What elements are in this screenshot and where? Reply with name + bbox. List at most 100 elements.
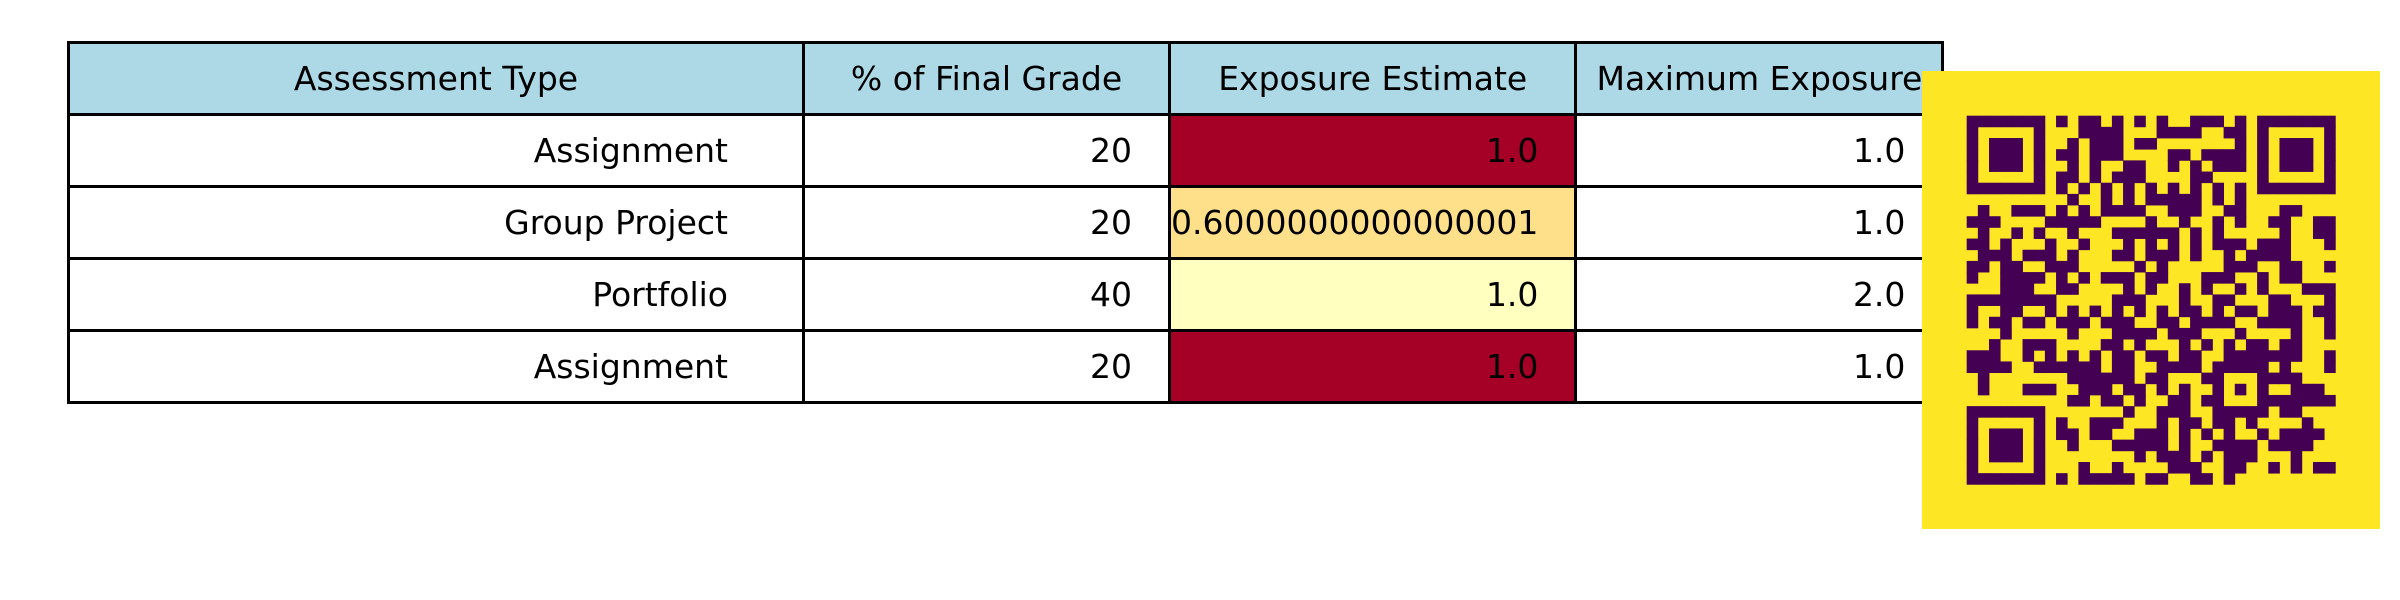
qr-module xyxy=(2089,171,2102,184)
qr-module xyxy=(2312,115,2325,128)
qr-module xyxy=(2223,260,2236,273)
qr-module xyxy=(2290,372,2303,385)
qr-module xyxy=(2123,406,2135,418)
qr-module xyxy=(2000,115,2012,128)
qr-module xyxy=(2111,149,2124,161)
qr-module xyxy=(2290,138,2303,150)
qr-module xyxy=(2279,216,2292,228)
qr-module xyxy=(2067,327,2079,340)
qr-module xyxy=(2234,361,2247,374)
qr-module xyxy=(2234,205,2247,217)
qr-module xyxy=(2167,227,2180,239)
qr-module xyxy=(2067,149,2079,161)
qr-module xyxy=(2011,182,2023,195)
qr-module xyxy=(2100,316,2113,329)
qr-module xyxy=(2033,227,2046,239)
qr-module xyxy=(2290,394,2303,407)
qr-module xyxy=(2324,149,2336,161)
qr-module xyxy=(2100,339,2113,351)
qr-module xyxy=(2044,305,2057,318)
qr-module xyxy=(2301,138,2314,150)
qr-module xyxy=(2145,350,2157,362)
qr-module xyxy=(2201,171,2213,184)
qr-module xyxy=(1989,149,2001,161)
qr-module xyxy=(2301,149,2314,161)
qr-module xyxy=(2123,473,2135,485)
qr-module xyxy=(2167,361,2180,374)
qr-module xyxy=(2279,238,2292,251)
qr-code-icon xyxy=(1922,71,2380,529)
qr-module xyxy=(2201,372,2213,385)
qr-module xyxy=(2123,249,2135,262)
qr-module xyxy=(2067,350,2079,362)
qr-module xyxy=(2078,272,2090,284)
qr-module xyxy=(2257,149,2269,161)
qr-module xyxy=(1989,115,2001,128)
qr-module xyxy=(2178,450,2191,463)
qr-module xyxy=(2279,294,2292,306)
qr-module xyxy=(2033,383,2046,396)
qr-module xyxy=(2156,260,2169,273)
qr-module xyxy=(2201,394,2213,407)
qr-module xyxy=(2100,372,2113,385)
qr-module xyxy=(2190,238,2202,251)
qr-module xyxy=(2111,439,2124,452)
qr-module xyxy=(1966,417,1979,429)
qr-module xyxy=(1966,350,1979,362)
qr-module xyxy=(2212,149,2225,161)
qr-module xyxy=(2111,461,2124,474)
qr-module xyxy=(2257,339,2269,351)
qr-module xyxy=(2022,249,2035,262)
qr-module xyxy=(1966,126,1979,139)
qr-module xyxy=(2000,428,2012,441)
qr-module xyxy=(2279,205,2292,217)
qr-module xyxy=(2056,171,2068,184)
qr-module xyxy=(2078,115,2090,128)
cell-exposure-estimate: 1.0 xyxy=(1167,329,1578,404)
qr-module xyxy=(2033,115,2046,128)
qr-module xyxy=(2234,182,2247,195)
qr-module xyxy=(2201,428,2213,441)
qr-module xyxy=(2000,260,2012,273)
qr-module xyxy=(2190,305,2202,318)
qr-module xyxy=(2134,205,2146,217)
qr-module xyxy=(2312,227,2325,239)
qr-module xyxy=(2156,383,2169,396)
cell-maximum-exposure: 1.0 xyxy=(1574,185,1945,260)
qr-module xyxy=(1966,182,1979,195)
qr-module xyxy=(1989,316,2001,329)
qr-module xyxy=(2123,182,2135,195)
qr-module xyxy=(2167,406,2180,418)
qr-module xyxy=(2100,149,2113,161)
qr-module xyxy=(2190,249,2202,262)
qr-module xyxy=(2134,227,2146,239)
qr-module xyxy=(2100,394,2113,407)
qr-module xyxy=(2234,350,2247,362)
qr-module xyxy=(2156,417,2169,429)
qr-module xyxy=(2178,193,2191,206)
qr-module xyxy=(2000,138,2012,150)
qr-module xyxy=(2212,294,2225,306)
qr-module xyxy=(1966,238,1979,251)
qr-module xyxy=(2067,305,2079,318)
qr-module xyxy=(2234,450,2247,463)
qr-module xyxy=(1977,238,1990,251)
cell-exposure-estimate: 1.0 xyxy=(1167,257,1578,332)
qr-module xyxy=(2011,294,2023,306)
qr-module xyxy=(2033,339,2046,351)
qr-module xyxy=(2000,149,2012,161)
qr-module xyxy=(2089,138,2102,150)
qr-module xyxy=(2212,272,2225,284)
qr-module xyxy=(2100,272,2113,284)
qr-module xyxy=(2312,216,2325,228)
qr-module xyxy=(2312,428,2325,441)
grade-table: Assessment Type % of Final Grade Exposur… xyxy=(67,41,1945,404)
qr-module xyxy=(2279,394,2292,407)
qr-module xyxy=(2011,428,2023,441)
qr-module xyxy=(2078,182,2090,195)
qr-module xyxy=(2324,216,2336,228)
qr-module xyxy=(2257,316,2269,329)
qr-module xyxy=(2245,417,2258,429)
cell-assessment-type: Assignment xyxy=(67,113,805,188)
qr-module xyxy=(2268,238,2280,251)
